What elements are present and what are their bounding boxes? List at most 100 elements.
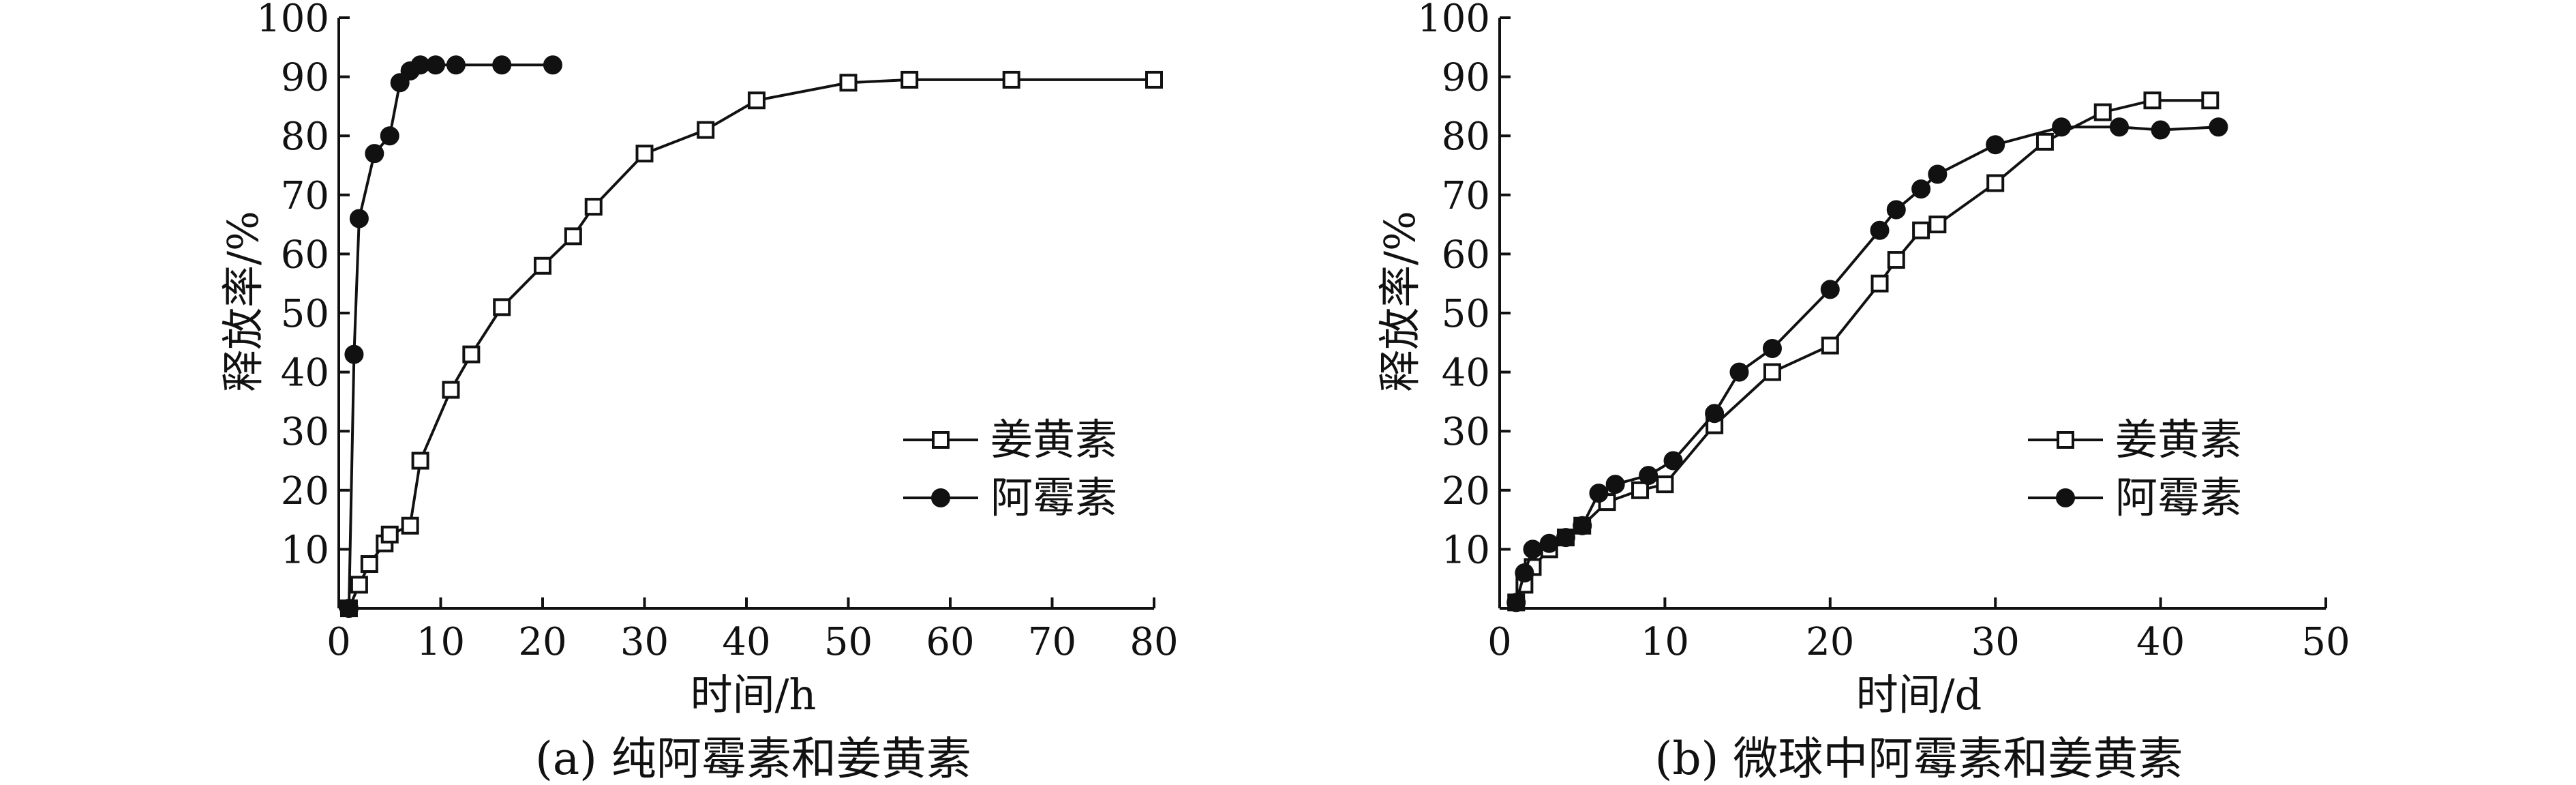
y-tick-label-a: 10 xyxy=(281,528,329,572)
data-point-b-1 xyxy=(1605,475,1625,494)
data-point-b-1 xyxy=(2052,117,2072,137)
y-tick-label-a: 100 xyxy=(256,0,329,41)
legend-swatch-marker xyxy=(932,431,950,449)
x-tick-label-a: 30 xyxy=(620,620,669,664)
data-point-a-0 xyxy=(900,70,919,89)
data-point-a-0 xyxy=(411,451,429,470)
x-tick-label-b: 40 xyxy=(2136,620,2185,664)
x-tick-label-a: 60 xyxy=(926,620,974,664)
y-tick-label-b: 30 xyxy=(1442,410,1490,454)
data-point-b-1 xyxy=(1663,451,1683,471)
data-point-b-1 xyxy=(1515,563,1534,583)
data-point-b-1 xyxy=(1639,466,1658,486)
x-tick-label-a: 50 xyxy=(824,620,873,664)
data-point-a-0 xyxy=(1145,70,1163,89)
data-point-b-0 xyxy=(2143,91,2162,110)
data-point-a-1 xyxy=(426,55,446,75)
data-point-b-0 xyxy=(2093,103,2112,121)
x-tick-label-b: 10 xyxy=(1641,620,1689,664)
y-tick-label-b: 80 xyxy=(1442,115,1490,159)
x-tick-label-a: 0 xyxy=(327,620,351,664)
y-tick-label-b: 60 xyxy=(1442,233,1490,277)
data-point-a-0 xyxy=(635,145,654,163)
data-point-b-0 xyxy=(2201,91,2219,110)
data-point-b-1 xyxy=(1573,516,1592,535)
data-point-a-0 xyxy=(697,121,715,139)
data-point-a-0 xyxy=(462,345,481,364)
chart-panel-b: 释放率/% 时间/d (b) 微球中阿霉素和姜黄素 0 10 20 30 40 50 10 2… xyxy=(1375,0,2350,785)
plot-area-b: 0 10 20 30 40 50 10 20 30 40 50 60 70 80 90 100 xyxy=(1417,0,2350,664)
data-point-b-1 xyxy=(1911,179,1931,199)
x-tick-label-a: 70 xyxy=(1028,620,1076,664)
y-tick-label-b: 40 xyxy=(1442,351,1490,396)
data-point-b-1 xyxy=(1729,362,1749,382)
y-tick-label-a: 80 xyxy=(281,115,329,159)
data-point-b-0 xyxy=(1763,363,1781,381)
data-point-b-1 xyxy=(1539,533,1559,553)
data-point-b-1 xyxy=(1523,539,1543,559)
y-tick-label-a: 30 xyxy=(281,410,329,454)
data-point-b-0 xyxy=(1631,481,1650,499)
x-axis-label-b: 时间/d xyxy=(1856,670,1982,720)
legend-swatch-marker xyxy=(2056,488,2075,507)
data-point-b-0 xyxy=(1887,251,1905,269)
series-line-b-0 xyxy=(1515,99,2211,604)
data-point-a-0 xyxy=(442,381,460,399)
y-axis-label-b: 释放率/% xyxy=(1375,211,1425,392)
series-curcumin-b xyxy=(1507,91,2219,612)
legend-label: 阿霉素 xyxy=(990,473,1117,522)
legend-swatch-marker xyxy=(2057,431,2074,449)
data-point-b-0 xyxy=(2035,132,2054,151)
legend-item-a-0: 姜黄素 xyxy=(903,415,1117,464)
data-point-a-0 xyxy=(839,74,858,92)
data-point-a-1 xyxy=(492,55,512,75)
data-point-a-1 xyxy=(339,599,359,618)
series-line-b-1 xyxy=(1515,125,2219,603)
data-point-b-1 xyxy=(1705,404,1725,424)
data-point-b-1 xyxy=(2209,117,2228,137)
x-tick-label-a: 40 xyxy=(722,620,770,664)
x-tick-label-b: 30 xyxy=(1971,620,2020,664)
data-point-a-0 xyxy=(584,198,603,216)
legend-swatch-marker xyxy=(931,488,950,507)
y-tick-label-b: 20 xyxy=(1442,469,1490,514)
data-point-a-0 xyxy=(1002,70,1020,89)
legend-item-a-1: 阿霉素 xyxy=(903,473,1117,522)
data-point-b-1 xyxy=(1820,280,1840,299)
y-tick-label-b: 70 xyxy=(1442,174,1490,218)
legend-label: 阿霉素 xyxy=(2115,473,2242,522)
data-point-a-0 xyxy=(401,516,419,535)
chart-caption-a: (a) 纯阿霉素和姜黄素 xyxy=(535,732,971,785)
data-point-a-1 xyxy=(365,144,384,164)
x-tick-label-a: 80 xyxy=(1130,620,1178,664)
y-tick-label-a: 20 xyxy=(281,469,329,514)
legend-label: 姜黄素 xyxy=(2115,415,2242,464)
series-line-a-0 xyxy=(348,78,1154,609)
x-tick-label-b: 20 xyxy=(1806,620,1854,664)
data-point-b-0 xyxy=(1928,216,1947,234)
x-axis-label-a: 时间/h xyxy=(691,670,817,720)
series-curcumin-a xyxy=(339,70,1163,617)
data-point-b-0 xyxy=(1986,174,2005,192)
y-tick-label-b: 100 xyxy=(1417,0,1490,41)
data-point-b-1 xyxy=(1886,200,1906,220)
y-axis-label-a: 释放率/% xyxy=(218,211,268,392)
data-point-a-0 xyxy=(747,91,766,110)
legend-label: 姜黄素 xyxy=(990,415,1117,464)
data-point-b-1 xyxy=(2110,117,2129,137)
y-tick-label-a: 90 xyxy=(281,56,329,100)
data-point-a-0 xyxy=(493,298,511,316)
y-tick-label-b: 90 xyxy=(1442,56,1490,100)
data-point-b-0 xyxy=(1821,336,1839,355)
data-point-b-1 xyxy=(1762,338,1782,358)
data-point-b-0 xyxy=(1870,274,1889,293)
x-tick-label-b: 50 xyxy=(2301,620,2350,664)
x-tick-label-b: 0 xyxy=(1487,620,1512,664)
plot-area-a: 0 10 20 30 40 50 60 70 80 10 20 30 40 50 60 70 80 90 100 xyxy=(256,0,1179,664)
data-point-b-1 xyxy=(1506,593,1526,612)
data-point-a-0 xyxy=(350,576,368,594)
data-point-b-0 xyxy=(1656,475,1674,494)
